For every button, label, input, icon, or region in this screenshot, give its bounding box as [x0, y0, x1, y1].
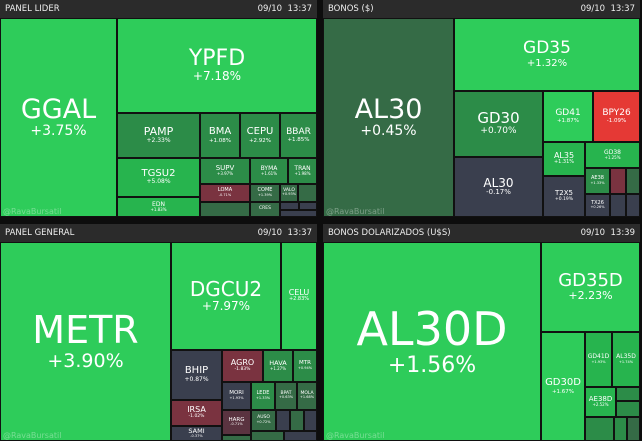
panel-timestamp: 09/10 13:37	[257, 4, 312, 14]
panel-timestamp: 09/10 13:37	[257, 228, 312, 238]
tile-cres[interactable]: CRES	[250, 202, 280, 217]
tile-teco2[interactable]	[298, 184, 317, 202]
tile-al29[interactable]	[626, 194, 640, 217]
panel-timestamp: 09/10 13:37	[580, 4, 635, 14]
tile-al30d[interactable]: AL30D +1.56%	[323, 242, 541, 441]
tile-ypfd[interactable]: YPFD +7.18%	[117, 18, 317, 113]
tile-small-5[interactable]	[284, 431, 317, 441]
tile-mtr[interactable]: MTR +0.94%	[293, 350, 317, 382]
heatmap: METR +3.90% DGCU2 +7.97% CELU +2.83% BHIP +0…	[0, 242, 317, 441]
tile-small-3[interactable]	[585, 417, 614, 441]
tile-ae38d[interactable]: AE38D +2.52%	[585, 387, 616, 417]
tile-bma[interactable]: BMA +1.08%	[200, 113, 240, 158]
panel-header: PANEL LIDER 09/10 13:37	[0, 0, 317, 18]
tile-txar[interactable]	[280, 202, 299, 210]
tile-gd30[interactable]: GD30 +0.70%	[454, 91, 543, 157]
tile-supv[interactable]: SUPV +3.97%	[200, 158, 250, 184]
tile-dgcu2[interactable]: DGCU2 +7.97%	[171, 242, 281, 350]
tile-sami[interactable]: SAMI -0.37%	[171, 426, 222, 441]
tile-pamp[interactable]: PAMP +2.33%	[117, 113, 200, 158]
tile-irsa[interactable]: IRSA -1.02%	[171, 400, 222, 426]
tile-small[interactable]	[280, 210, 317, 217]
tile-gd35d[interactable]: GD35D +2.23%	[541, 242, 640, 332]
tile-small-5[interactable]	[627, 417, 640, 441]
tile-gd30d[interactable]: GD30D +1.67%	[541, 332, 585, 441]
tile-valo[interactable]: VALO +0.93%	[280, 184, 298, 202]
tile-misc[interactable]	[200, 202, 250, 217]
tile-small-1[interactable]	[616, 387, 640, 401]
tile-alua[interactable]	[299, 202, 317, 210]
tile-bpat[interactable]: BPAT +0.63%	[275, 382, 297, 410]
tile-edn[interactable]: EDN +1.83%	[117, 197, 200, 217]
tile-ggal[interactable]: GGAL +3.75%	[0, 18, 117, 217]
tile-tx26[interactable]: TX26 +0.26%	[585, 194, 610, 217]
tile-bpy26[interactable]: BPY26 -1.09%	[593, 91, 640, 142]
panel-lider: PANEL LIDER 09/10 13:37 GGAL +3.75% YPFD +…	[0, 0, 317, 217]
panel-bonos-dolarizados: BONOS DOLARIZADOS (U$S) 09/10 13:39 AL30…	[323, 224, 640, 441]
tile-celu[interactable]: CELU +2.83%	[281, 242, 317, 350]
heatmap: AL30D +1.56% GD35D +2.23% GD30D +1.67% GD41…	[323, 242, 640, 441]
tile-auso[interactable]: AUSO +0.72%	[251, 410, 276, 431]
tile-bbar[interactable]: BBAR +1.85%	[280, 113, 317, 158]
heatmap: AL30 +0.45% GD35 +1.32% GD30 +0.70% GD41 +1.…	[323, 18, 640, 217]
tile-cepu[interactable]: CEPU +2.92%	[240, 113, 280, 158]
tile-bhip[interactable]: BHIP +0.87%	[171, 350, 222, 400]
tile-al41[interactable]	[626, 168, 640, 194]
tile-tzxd5[interactable]	[610, 168, 626, 194]
panel-general: PANEL GENERAL 09/10 13:37 METR +3.90% DGC…	[0, 224, 317, 441]
tile-loma[interactable]: LOMA -0.71%	[200, 184, 250, 202]
tile-small-2[interactable]	[290, 410, 304, 431]
heatmap: GGAL +3.75% YPFD +7.18% PAMP +2.33% BMA +1.0…	[0, 18, 317, 217]
tile-small-3[interactable]	[304, 410, 317, 431]
tile-small-4[interactable]	[251, 431, 284, 441]
tile-tgsu2[interactable]: TGSU2 +5.08%	[117, 158, 200, 197]
panel-timestamp: 09/10 13:39	[580, 228, 635, 238]
tile-al30-ars[interactable]: AL30 +0.45%	[323, 18, 454, 217]
tile-moli[interactable]	[222, 435, 251, 441]
panel-title: PANEL LIDER	[5, 4, 60, 14]
tile-small-2[interactable]	[616, 401, 640, 417]
tile-t2x5[interactable]: T2X5 +0.19%	[543, 176, 585, 217]
tile-gd35[interactable]: GD35 +1.32%	[454, 18, 640, 91]
tile-hava[interactable]: HAVA +1.27%	[263, 350, 293, 382]
tile-agro[interactable]: AGRO -1.83%	[222, 350, 263, 382]
tile-come[interactable]: COME +1.39%	[250, 184, 280, 202]
tile-gd38[interactable]: GD38 +1.25%	[585, 142, 640, 168]
tile-al30-neg[interactable]: AL30 -0.17%	[454, 157, 543, 217]
tile-gd46[interactable]	[610, 194, 626, 217]
tile-gd41[interactable]: GD41 +1.87%	[543, 91, 593, 142]
tile-small-1[interactable]	[276, 410, 290, 431]
panel-header: PANEL GENERAL 09/10 13:37	[0, 224, 317, 242]
tile-mori[interactable]: MORI +1.93%	[222, 382, 251, 410]
tile-metr[interactable]: METR +3.90%	[0, 242, 171, 441]
tile-tran[interactable]: TRAN +1.98%	[288, 158, 317, 184]
tile-lede[interactable]: LEDE +1.33%	[251, 382, 275, 410]
panel-header: BONOS ($) 09/10 13:37	[323, 0, 640, 18]
tile-gd41d[interactable]: GD41D +1.93%	[585, 332, 612, 387]
tile-mola[interactable]: MOLA +1.68%	[297, 382, 317, 410]
panel-title: BONOS DOLARIZADOS (U$S)	[328, 228, 451, 238]
tile-small-4[interactable]	[614, 417, 627, 441]
tile-ae38[interactable]: AE38 +1.33%	[585, 168, 610, 194]
panel-title: PANEL GENERAL	[5, 228, 75, 238]
panel-header: BONOS DOLARIZADOS (U$S) 09/10 13:39	[323, 224, 640, 242]
tile-al35[interactable]: AL35 +1.31%	[543, 142, 585, 176]
panel-bonos: BONOS ($) 09/10 13:37 AL30 +0.45% GD35 +1.…	[323, 0, 640, 217]
tile-byma[interactable]: BYMA +1.61%	[250, 158, 288, 184]
panel-title: BONOS ($)	[328, 4, 374, 14]
tile-harg[interactable]: HARG -0.71%	[222, 410, 251, 435]
tile-al35d[interactable]: AL35D +1.74%	[612, 332, 640, 387]
